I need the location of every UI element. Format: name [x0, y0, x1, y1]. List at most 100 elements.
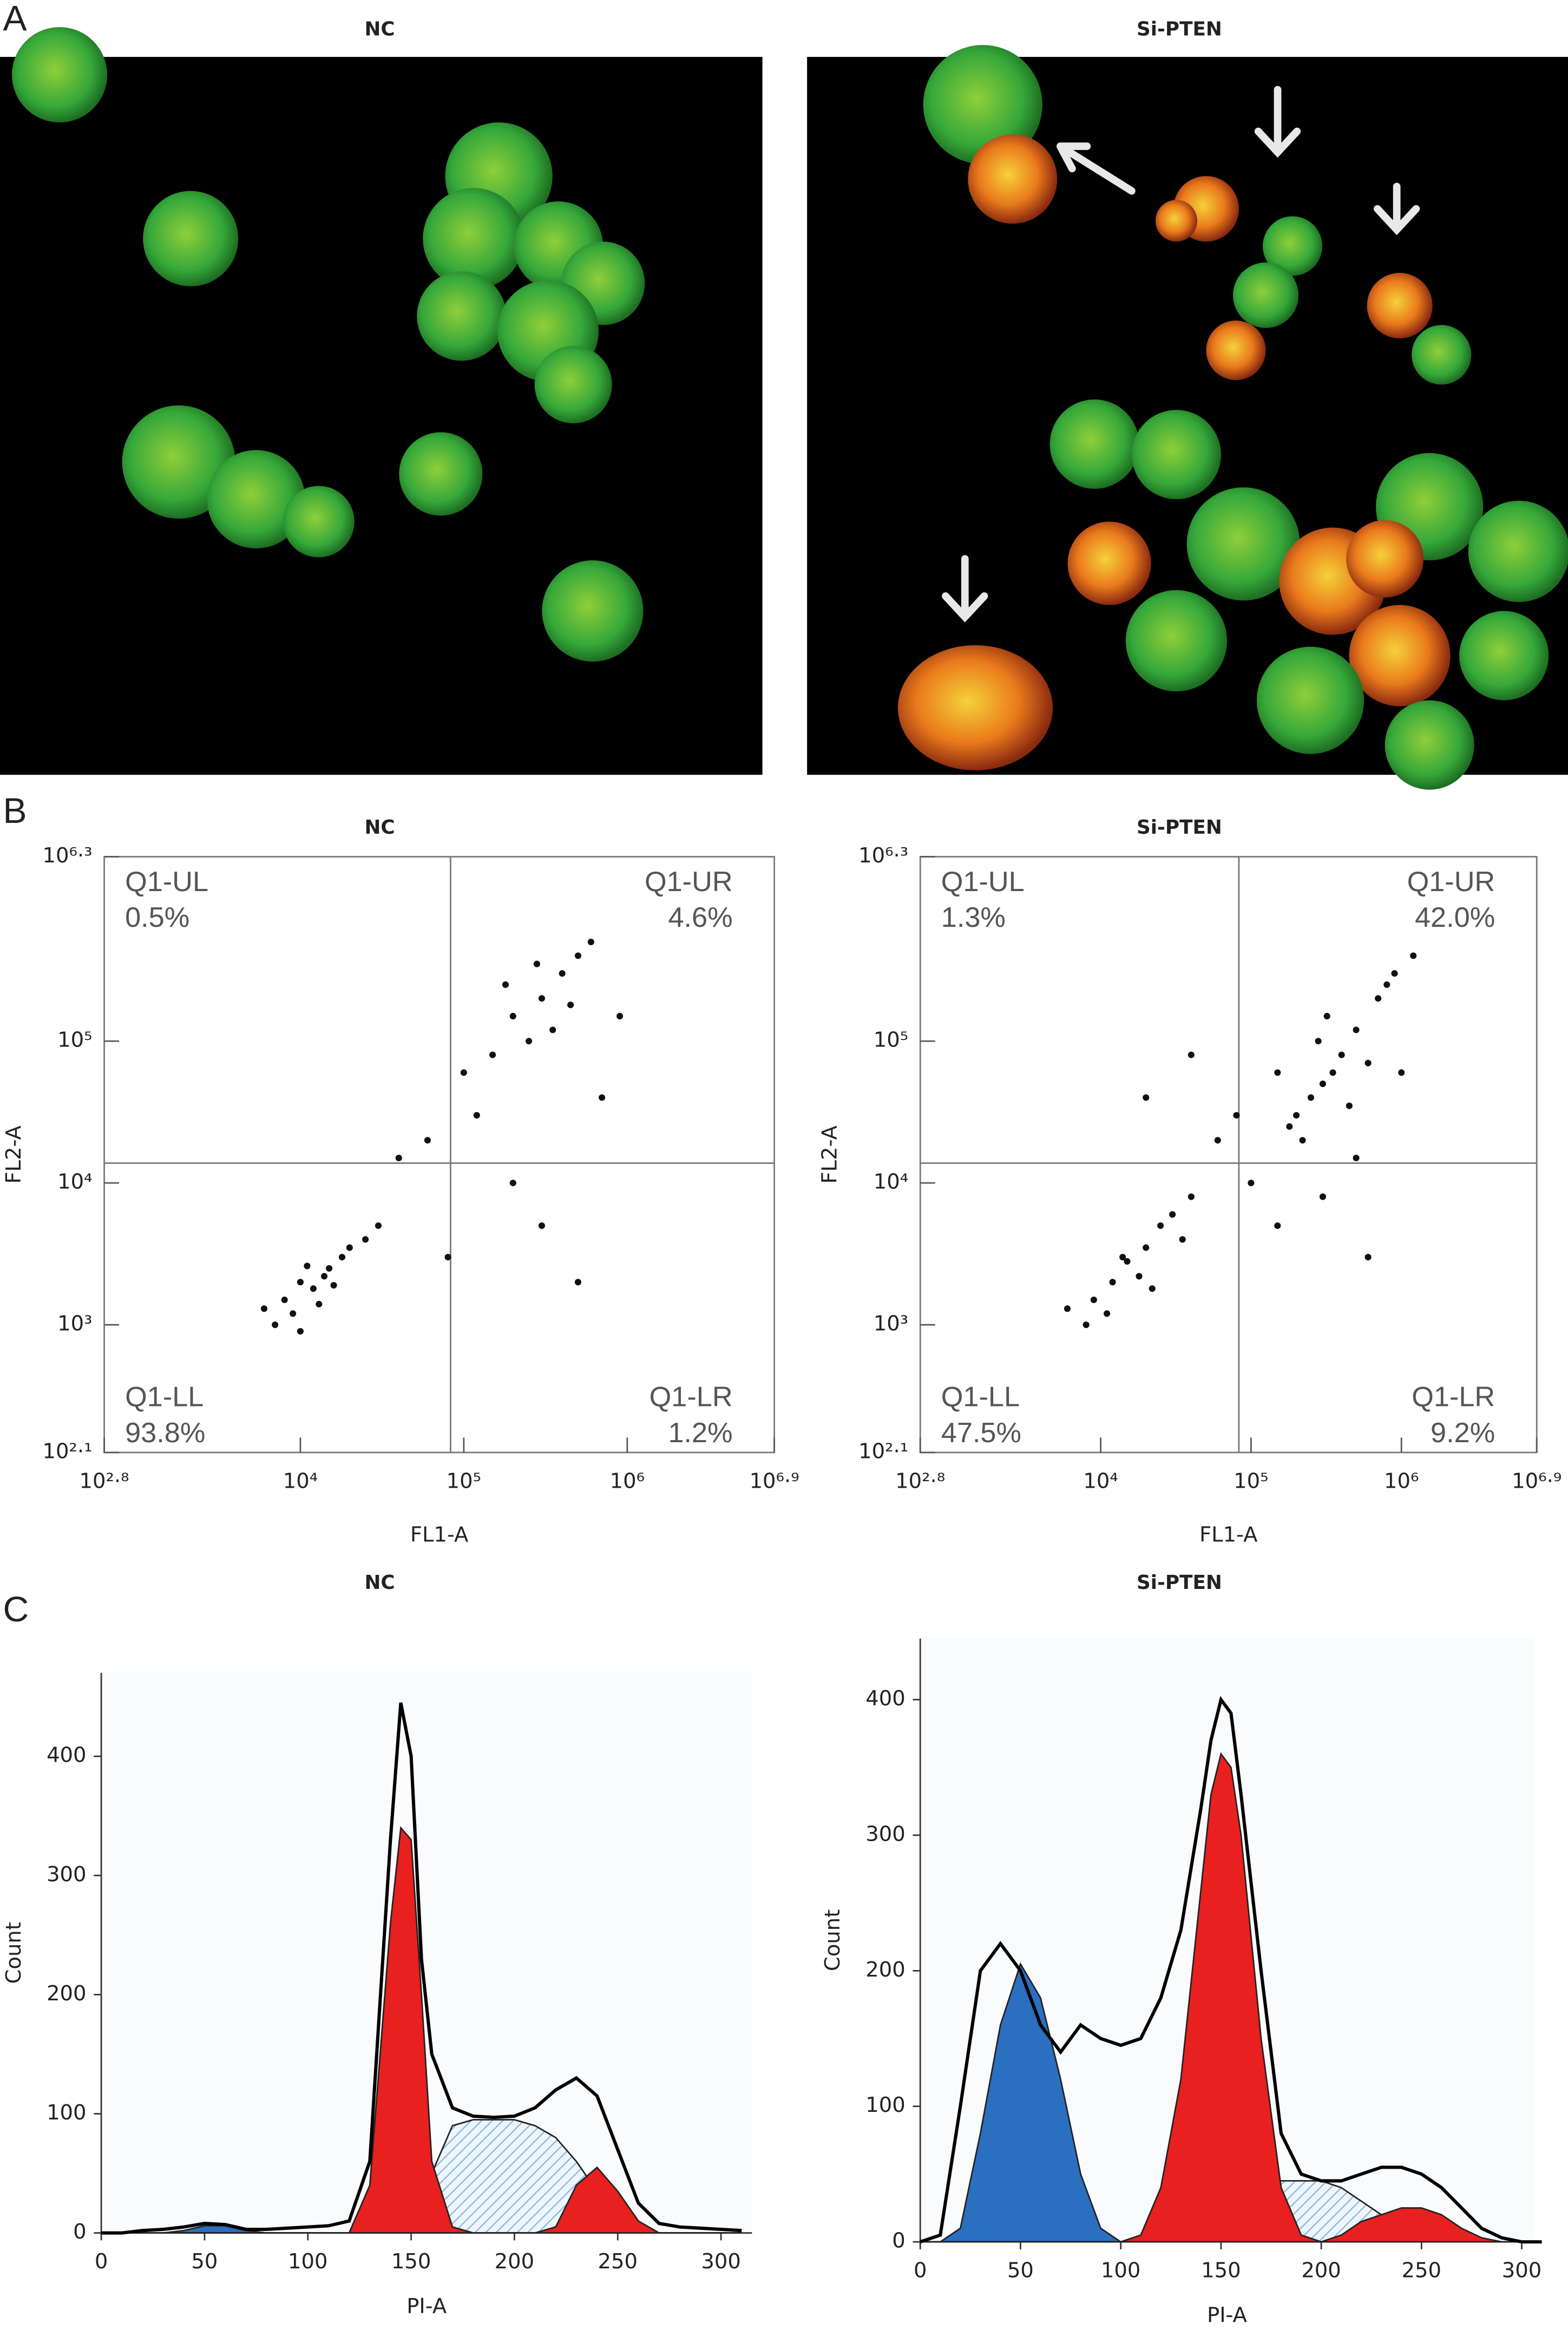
- point: [1307, 1094, 1315, 1101]
- point: [559, 970, 566, 977]
- point: [1157, 1222, 1164, 1229]
- point: [1364, 1254, 1372, 1261]
- point: [321, 1273, 328, 1280]
- x-tick-label: 300: [1502, 2259, 1542, 2283]
- x-tick-label: 200: [1301, 2259, 1341, 2283]
- x-tick-label: 150: [1201, 2259, 1241, 2283]
- quadrant-name: Q1-UL: [125, 866, 208, 898]
- point: [1179, 1236, 1186, 1243]
- y-tick-label: 10⁴: [874, 1170, 908, 1194]
- point: [1188, 1193, 1195, 1200]
- point: [1169, 1211, 1176, 1218]
- x-tick-label: 50: [1007, 2259, 1034, 2283]
- y-tick-label: 10³: [57, 1312, 92, 1336]
- x-tick-label: 10⁴: [1083, 1469, 1118, 1494]
- point: [526, 1038, 533, 1045]
- point: [1109, 1279, 1116, 1286]
- point: [1375, 995, 1382, 1002]
- quadrant-value: 1.3%: [941, 902, 1006, 933]
- chart-title: NC: [364, 816, 395, 839]
- point: [1274, 1222, 1281, 1229]
- total-curve: [101, 1702, 742, 2235]
- y-tick-label: 400: [47, 1743, 87, 1768]
- point: [1090, 1296, 1097, 1304]
- quadrant-value: 0.5%: [125, 902, 189, 933]
- point: [260, 1305, 267, 1312]
- x-tick-label: 10⁵: [1234, 1469, 1268, 1494]
- point: [1214, 1137, 1221, 1144]
- x-axis-label: FL1-A: [1199, 1523, 1258, 1547]
- point: [509, 1012, 516, 1020]
- x-tick-label: 10⁶: [1384, 1469, 1419, 1494]
- quadrant-value: 42.0%: [1415, 902, 1495, 933]
- x-axis-label: PI-A: [406, 2294, 447, 2319]
- point: [1188, 1051, 1195, 1058]
- x-tick-label: 200: [495, 2249, 534, 2274]
- x-tick-label: 10⁶·⁹: [750, 1469, 799, 1494]
- y-axis-label: Count: [821, 1909, 845, 1971]
- x-tick-label: 300: [701, 2249, 741, 2274]
- image-title: NC: [364, 18, 395, 41]
- point: [489, 1051, 496, 1058]
- y-tick-label: 10⁵: [874, 1028, 908, 1052]
- point: [1064, 1305, 1071, 1312]
- filled-area: [101, 2166, 742, 2234]
- y-tick-label: 100: [865, 2093, 906, 2117]
- point: [1391, 970, 1398, 977]
- quadrant-name: Q1-LR: [649, 1382, 733, 1413]
- x-tick-label: 10⁶·⁹: [1512, 1469, 1562, 1494]
- quadrant-value: 93.8%: [125, 1417, 205, 1449]
- x-tick-label: 10⁵: [447, 1469, 481, 1494]
- point: [567, 1002, 574, 1009]
- point: [1319, 1080, 1326, 1088]
- point: [1082, 1321, 1090, 1329]
- point: [1329, 1069, 1336, 1076]
- point: [1149, 1285, 1156, 1292]
- point: [297, 1328, 304, 1335]
- micrograph-nc: [0, 27, 763, 775]
- point: [1143, 1094, 1150, 1101]
- point: [538, 1222, 546, 1229]
- point: [1323, 1012, 1330, 1020]
- quadrant-value: 1.2%: [668, 1417, 732, 1449]
- y-axis-label: FL2-A: [818, 1125, 842, 1183]
- plot-frame: [103, 856, 775, 1454]
- quadrant-value: 4.6%: [668, 902, 732, 933]
- point: [272, 1321, 279, 1329]
- panel-label: C: [3, 1589, 29, 1629]
- point: [460, 1069, 467, 1076]
- x-tick-label: 10²·⁸: [80, 1469, 129, 1494]
- x-tick-label: 0: [95, 2249, 108, 2274]
- x-axis-label: PI-A: [1207, 2303, 1248, 2327]
- x-tick-label: 250: [1402, 2259, 1442, 2283]
- point: [1383, 981, 1390, 988]
- point: [1143, 1244, 1150, 1251]
- plot-frame: [919, 856, 1538, 1454]
- point: [1364, 1059, 1372, 1066]
- y-tick-label: 10⁴: [57, 1170, 92, 1194]
- chart-title: Si-PTEN: [1137, 1572, 1222, 1594]
- point: [1124, 1258, 1131, 1265]
- image-title: Si-PTEN: [1137, 18, 1222, 41]
- x-axis-label: FL1-A: [410, 1523, 469, 1547]
- total-curve: [920, 1696, 1542, 2244]
- point: [1410, 952, 1417, 959]
- chart-title: Si-PTEN: [1137, 816, 1222, 839]
- point: [616, 1012, 624, 1020]
- y-tick-label: 10⁶·³: [858, 843, 908, 868]
- point: [375, 1222, 382, 1229]
- quadrant-name: Q1-UR: [645, 866, 733, 898]
- point: [1353, 1026, 1360, 1033]
- y-tick-label: 10²·¹: [42, 1439, 92, 1463]
- filled-area: [920, 2207, 1542, 2243]
- point: [502, 981, 509, 988]
- point: [1136, 1273, 1143, 1280]
- point: [1233, 1112, 1240, 1119]
- point: [533, 960, 540, 967]
- quadrant-name: Q1-LR: [1412, 1382, 1495, 1413]
- point: [1299, 1137, 1306, 1144]
- point: [1286, 1123, 1293, 1130]
- y-tick-label: 300: [865, 1822, 906, 1846]
- point: [304, 1262, 311, 1270]
